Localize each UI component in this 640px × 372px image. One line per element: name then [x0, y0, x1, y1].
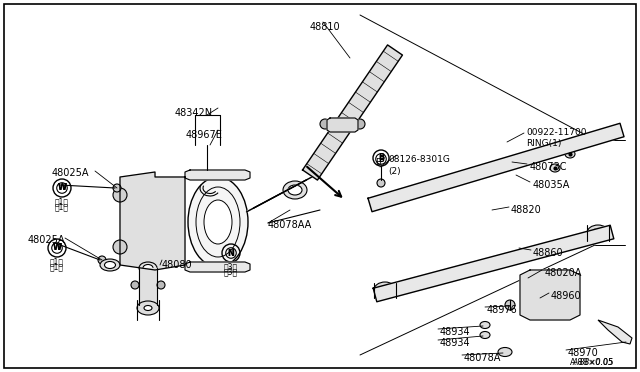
Ellipse shape [565, 150, 575, 158]
Text: B: B [378, 154, 384, 163]
Ellipse shape [541, 280, 549, 286]
Circle shape [540, 303, 550, 313]
Ellipse shape [283, 181, 307, 199]
Text: 48820: 48820 [511, 205, 541, 215]
Text: 48078A: 48078A [464, 353, 501, 363]
Text: 、3。: 、3。 [224, 267, 238, 276]
Text: 48078AA: 48078AA [268, 220, 312, 230]
Text: W: W [52, 244, 61, 253]
Text: RING(1): RING(1) [526, 139, 561, 148]
Circle shape [113, 188, 127, 202]
Ellipse shape [288, 185, 302, 195]
Circle shape [355, 119, 365, 129]
Ellipse shape [480, 321, 490, 328]
Text: 00922-11700: 00922-11700 [526, 128, 586, 137]
Text: 48073C: 48073C [530, 162, 568, 172]
Text: 08126-8301G: 08126-8301G [388, 155, 450, 164]
Text: 、3。: 、3。 [224, 263, 238, 272]
Text: 48020A: 48020A [545, 268, 582, 278]
Ellipse shape [100, 259, 120, 271]
Ellipse shape [498, 347, 512, 356]
Ellipse shape [204, 200, 232, 244]
Polygon shape [368, 123, 624, 212]
Text: 48960: 48960 [551, 291, 582, 301]
Circle shape [505, 300, 515, 310]
Text: 、1。: 、1。 [55, 198, 69, 206]
Text: 48934: 48934 [440, 338, 470, 348]
Text: W: W [58, 183, 66, 192]
PathPatch shape [598, 320, 632, 344]
Text: (2): (2) [388, 167, 401, 176]
Polygon shape [120, 172, 185, 270]
Text: 48976: 48976 [487, 305, 518, 315]
Text: A·88×0.05: A·88×0.05 [572, 358, 612, 367]
Polygon shape [139, 268, 157, 305]
Text: N: N [227, 248, 234, 257]
Circle shape [157, 281, 165, 289]
Ellipse shape [587, 225, 609, 241]
Polygon shape [185, 262, 250, 272]
Ellipse shape [188, 177, 248, 267]
Polygon shape [185, 170, 250, 180]
Polygon shape [246, 176, 314, 212]
Text: 、1。: 、1。 [55, 202, 69, 211]
Text: 48967E: 48967E [186, 130, 223, 140]
Polygon shape [327, 118, 358, 132]
Ellipse shape [379, 285, 391, 295]
Polygon shape [373, 225, 614, 302]
Text: A·88×0.05: A·88×0.05 [570, 358, 614, 367]
Ellipse shape [550, 164, 560, 172]
Text: 48025A: 48025A [28, 235, 65, 245]
Circle shape [113, 184, 121, 192]
Ellipse shape [137, 301, 159, 315]
Text: B: B [378, 154, 384, 164]
Text: 48025A: 48025A [52, 168, 90, 178]
Polygon shape [303, 45, 403, 180]
Circle shape [377, 179, 385, 187]
Text: 、1。: 、1。 [50, 262, 64, 271]
Ellipse shape [592, 228, 604, 237]
Circle shape [554, 278, 562, 286]
Text: 48080: 48080 [162, 260, 193, 270]
Circle shape [113, 240, 127, 254]
Text: 48035A: 48035A [533, 180, 570, 190]
Ellipse shape [583, 133, 597, 143]
Text: 48970: 48970 [568, 348, 599, 358]
Text: W: W [53, 244, 61, 253]
Text: W: W [58, 183, 67, 192]
Circle shape [540, 277, 550, 287]
Ellipse shape [139, 262, 157, 274]
Ellipse shape [374, 282, 396, 298]
Ellipse shape [586, 135, 594, 141]
Circle shape [131, 281, 139, 289]
Circle shape [98, 256, 106, 264]
Text: B: B [375, 158, 381, 167]
Circle shape [320, 119, 330, 129]
Polygon shape [520, 270, 580, 320]
Text: 48934: 48934 [440, 327, 470, 337]
Ellipse shape [143, 264, 153, 272]
Text: 48342N: 48342N [175, 108, 213, 118]
Text: 48810: 48810 [310, 22, 340, 32]
Ellipse shape [144, 305, 152, 311]
Text: 48860: 48860 [533, 248, 564, 258]
Text: 、1。: 、1。 [50, 257, 64, 266]
Ellipse shape [480, 331, 490, 339]
Ellipse shape [104, 262, 115, 269]
Text: N: N [228, 248, 234, 257]
